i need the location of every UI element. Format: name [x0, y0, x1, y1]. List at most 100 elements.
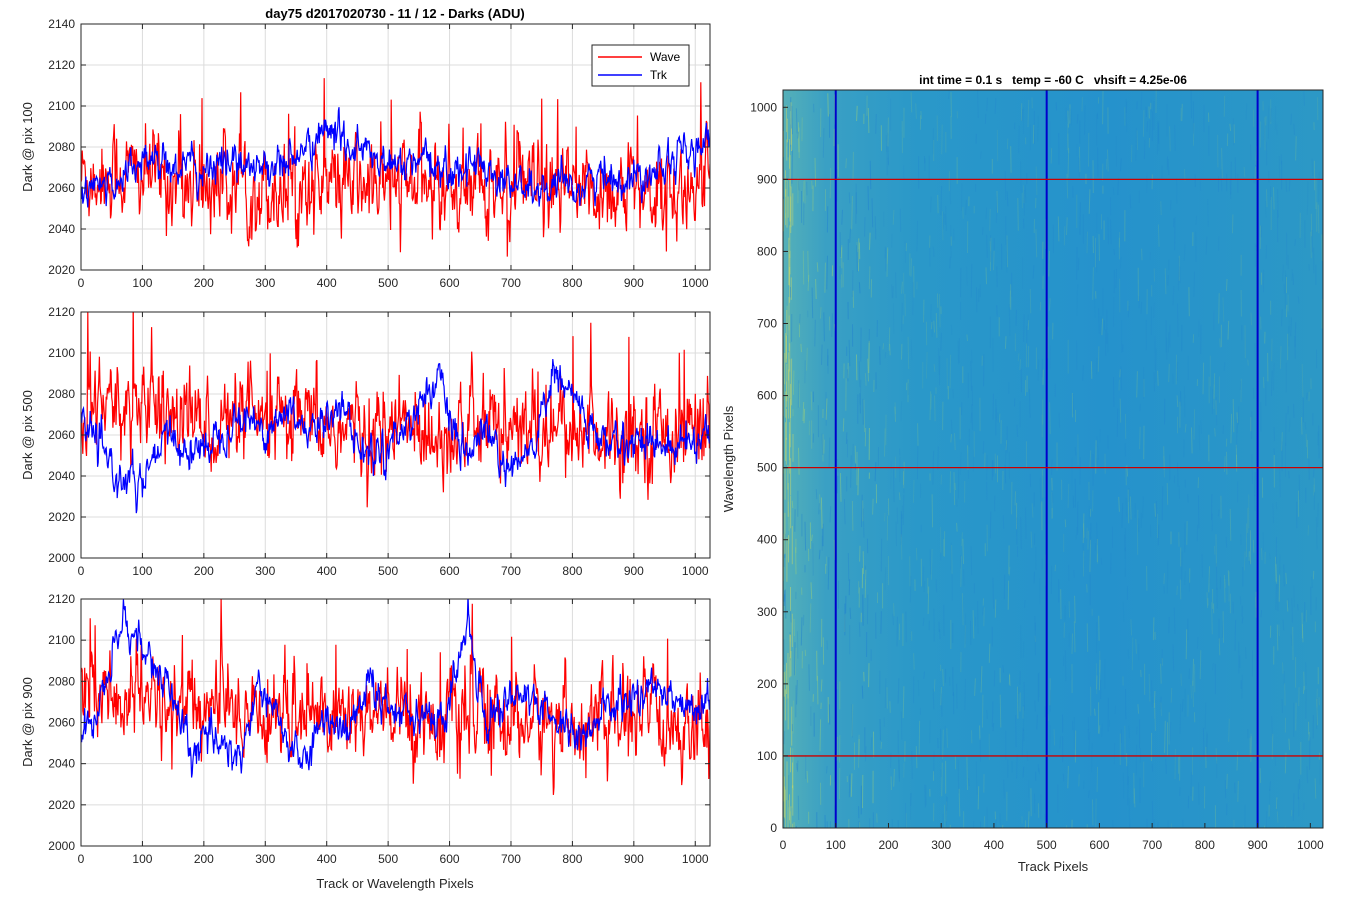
- image-streak: [965, 199, 967, 216]
- image-streak: [882, 343, 885, 350]
- image-streak: [989, 241, 992, 252]
- image-streak: [1041, 469, 1044, 498]
- image-streak: [788, 512, 791, 544]
- image-streak: [1179, 703, 1182, 734]
- image-streak: [823, 439, 825, 454]
- image-streak: [897, 678, 900, 704]
- image-streak: [874, 462, 877, 482]
- image-streak: [1308, 264, 1310, 271]
- y-tick-label: 100: [757, 749, 777, 763]
- image-title: int time = 0.1 s temp = -60 C vhsift = 4…: [919, 73, 1187, 87]
- image-streak: [819, 307, 822, 319]
- image-streak: [810, 391, 813, 411]
- image-streak: [1311, 158, 1314, 176]
- image-streak: [825, 398, 828, 420]
- image-streak: [1202, 362, 1205, 395]
- image-streak: [831, 313, 833, 338]
- x-tick-label: 300: [255, 852, 275, 866]
- image-streak: [804, 521, 807, 551]
- image-streak: [933, 751, 935, 775]
- image-streak: [895, 521, 897, 547]
- image-streak: [1022, 766, 1025, 778]
- image-streak: [941, 762, 943, 797]
- image-streak: [818, 503, 820, 515]
- image-streak: [816, 262, 819, 272]
- image-streak: [933, 364, 936, 372]
- image-streak: [1063, 226, 1066, 246]
- image-streak: [1150, 99, 1153, 113]
- image-streak: [900, 534, 903, 560]
- image-streak: [1204, 702, 1207, 730]
- image-streak: [1281, 308, 1283, 327]
- image-streak: [966, 334, 968, 342]
- image-texture: [783, 90, 1323, 828]
- image-streak: [940, 185, 943, 216]
- series-line-wave: [81, 312, 710, 508]
- x-tick-label: 0: [78, 852, 85, 866]
- image-streak: [1086, 623, 1089, 652]
- y-tick-label: 2040: [48, 222, 75, 236]
- image-streak: [1285, 572, 1287, 585]
- image-streak: [1118, 496, 1120, 512]
- y-tick-label: 1000: [750, 100, 777, 114]
- image-streak: [1262, 532, 1264, 551]
- image-streak: [1059, 736, 1062, 749]
- image-streak: [1172, 644, 1175, 672]
- image-streak: [1100, 557, 1103, 565]
- image-streak: [868, 266, 871, 290]
- image-streak: [998, 413, 1001, 423]
- image-streak: [1288, 418, 1291, 432]
- image-streak: [954, 433, 956, 451]
- image-streak: [1079, 457, 1081, 485]
- image-streak: [849, 228, 851, 243]
- image-streak: [803, 408, 806, 424]
- image-streak: [903, 461, 905, 485]
- image-streak: [970, 412, 973, 423]
- image-streak: [1274, 106, 1277, 131]
- image-streak: [1190, 684, 1193, 699]
- image-streak: [1260, 225, 1263, 238]
- image-streak: [948, 90, 950, 99]
- image-streak: [866, 594, 869, 625]
- image-streak: [1020, 161, 1022, 194]
- image-streak: [1051, 491, 1053, 519]
- image-streak: [980, 666, 983, 693]
- image-streak: [907, 336, 910, 370]
- image-streak: [802, 401, 805, 422]
- image-streak: [1217, 509, 1220, 517]
- image-streak: [1016, 424, 1019, 438]
- image-streak: [1241, 616, 1244, 624]
- x-tick-label: 0: [780, 838, 787, 852]
- image-streak: [974, 678, 976, 696]
- image-streak: [852, 444, 854, 466]
- image-streak: [1176, 395, 1179, 408]
- image-streak: [1312, 468, 1315, 478]
- image-streak: [1282, 662, 1284, 674]
- x-axis-label: Track Pixels: [1018, 859, 1089, 874]
- image-streak: [794, 647, 797, 676]
- image-streak: [1051, 492, 1054, 504]
- image-streak: [1018, 125, 1020, 154]
- image-streak: [934, 395, 936, 422]
- image-streak: [1316, 697, 1318, 729]
- series-line-trk: [81, 599, 710, 778]
- image-streak: [821, 433, 824, 456]
- image-streak: [1075, 526, 1078, 540]
- image-streak: [1073, 621, 1076, 653]
- image-streak: [1116, 408, 1119, 438]
- image-streak: [975, 761, 978, 795]
- image-streak: [991, 701, 994, 727]
- image-streak: [1148, 673, 1151, 702]
- image-streak: [1247, 359, 1249, 366]
- image-streak: [895, 272, 897, 299]
- image-streak: [1024, 600, 1026, 608]
- image-streak: [843, 499, 846, 525]
- image-streak: [1135, 127, 1137, 161]
- image-streak: [1173, 607, 1176, 635]
- x-tick-label: 200: [194, 564, 214, 578]
- image-streak: [1205, 236, 1208, 255]
- image-streak: [1306, 392, 1308, 400]
- image-streak: [1153, 690, 1156, 709]
- image-streak: [986, 234, 988, 258]
- image-streak: [1275, 556, 1277, 582]
